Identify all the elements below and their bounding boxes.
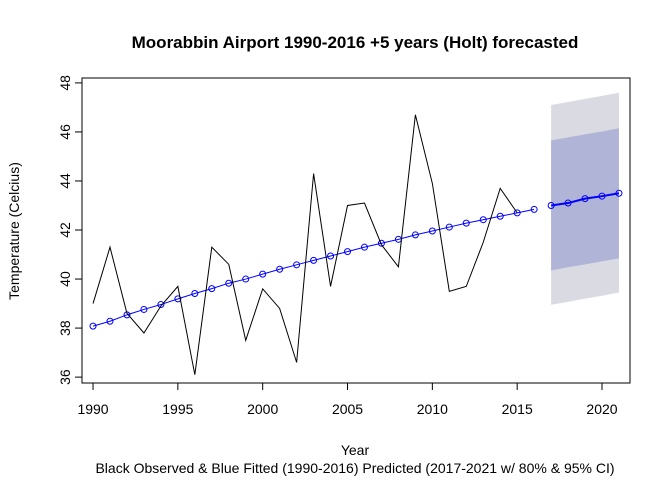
fitted-point bbox=[428, 227, 436, 235]
forecast-line bbox=[550, 192, 620, 207]
fitted-point bbox=[276, 265, 284, 273]
x-tick-label: 2010 bbox=[417, 401, 448, 417]
y-tick-label: 36 bbox=[57, 369, 73, 385]
y-axis-label: Temperature (Celcius) bbox=[6, 162, 22, 300]
x-axis-label: Year bbox=[341, 442, 370, 458]
fitted-point bbox=[259, 270, 267, 278]
fitted-point bbox=[513, 209, 521, 217]
x-axis: 1990 1995 2000 2005 2010 2015 2020 bbox=[77, 382, 618, 417]
fitted-point bbox=[360, 243, 368, 251]
plot-frame bbox=[81, 77, 631, 384]
x-tick-label: 2005 bbox=[332, 401, 363, 417]
fitted-point bbox=[462, 219, 470, 227]
y-tick-label: 38 bbox=[57, 320, 73, 336]
fitted-point bbox=[327, 252, 335, 260]
x-tick-label: 2015 bbox=[502, 401, 533, 417]
fitted-series bbox=[89, 205, 538, 330]
fitted-point bbox=[344, 248, 352, 256]
chart-subtitle: Black Observed & Blue Fitted (1990-2016)… bbox=[95, 460, 614, 476]
observed-line bbox=[92, 114, 518, 375]
fitted-point bbox=[106, 317, 114, 325]
forecast-point bbox=[615, 189, 623, 197]
y-tick-label: 40 bbox=[57, 271, 73, 287]
fitted-point bbox=[225, 279, 233, 287]
x-tick-label: 1990 bbox=[77, 401, 108, 417]
x-tick-label: 2020 bbox=[586, 401, 617, 417]
y-tick-label: 48 bbox=[57, 75, 73, 91]
chart-title: Moorabbin Airport 1990-2016 +5 years (Ho… bbox=[132, 33, 579, 52]
x-tick-label: 2000 bbox=[247, 401, 278, 417]
y-tick-label: 46 bbox=[57, 124, 73, 140]
x-tick-label: 1995 bbox=[162, 401, 193, 417]
fitted-point bbox=[242, 275, 250, 283]
forecast-series bbox=[547, 189, 623, 209]
fitted-point bbox=[479, 216, 487, 224]
fitted-point bbox=[496, 212, 504, 220]
fitted-point bbox=[293, 261, 301, 269]
forecast-point bbox=[564, 199, 572, 207]
fitted-point bbox=[89, 322, 97, 330]
fitted-line bbox=[92, 208, 535, 327]
fitted-point bbox=[208, 285, 216, 293]
fitted-point bbox=[191, 290, 199, 298]
fitted-point bbox=[174, 295, 182, 303]
fitted-point bbox=[310, 256, 318, 264]
y-tick-label: 44 bbox=[57, 173, 73, 189]
fitted-point bbox=[140, 305, 148, 313]
y-tick-label: 42 bbox=[57, 222, 73, 238]
observed-series bbox=[92, 114, 518, 375]
fitted-point bbox=[377, 239, 385, 247]
forecast-point bbox=[581, 195, 589, 203]
forecast-point bbox=[598, 192, 606, 200]
y-axis: 36 38 40 42 44 46 48 bbox=[57, 75, 83, 385]
fitted-point bbox=[445, 223, 453, 231]
fitted-point bbox=[530, 205, 538, 213]
fitted-point bbox=[411, 231, 419, 239]
forecast-point bbox=[547, 201, 555, 209]
fitted-point bbox=[157, 301, 165, 309]
